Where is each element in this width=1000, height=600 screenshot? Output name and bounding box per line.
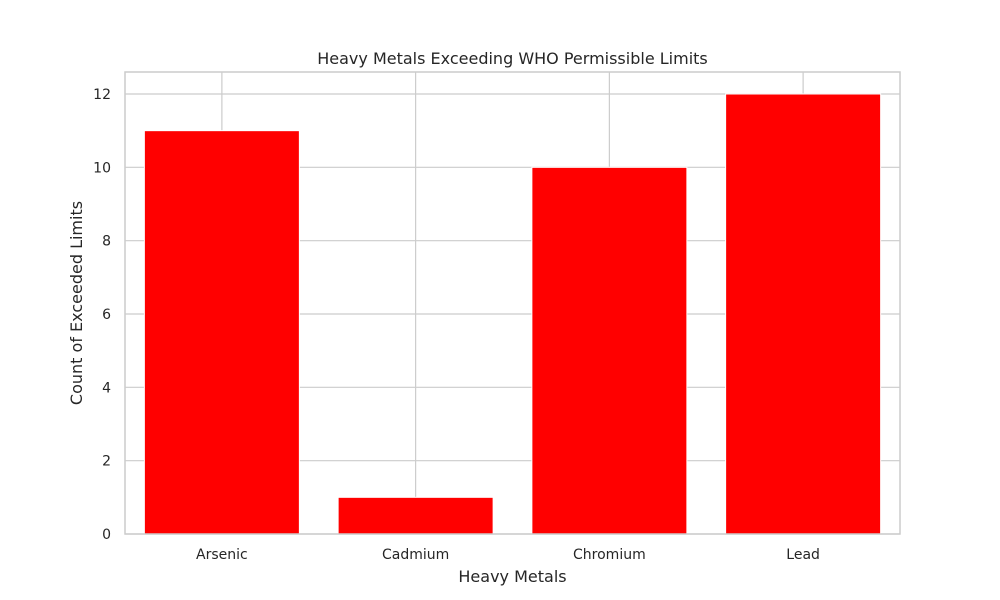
y-tick-label: 2 [102,454,111,470]
y-tick-label: 4 [102,380,111,396]
bar-chromium [531,166,688,535]
x-tick-label: Chromium [573,547,646,563]
y-tick-label: 6 [102,307,111,323]
tick-layer: 0 2 4 6 8 10 12 Arsenic Cadmium Chromium Lead [93,87,820,563]
bar-layer [143,93,882,535]
plot-frame [124,71,901,535]
x-tick-label: Lead [786,547,820,563]
y-tick-label: 8 [102,234,111,250]
x-tick-label: Cadmium [382,547,449,563]
y-axis-label: Count of Exceeded Limits [67,201,86,405]
y-tick-label: 12 [93,87,111,103]
bar-cadmium [337,496,494,535]
chart-title: Heavy Metals Exceeding WHO Permissible L… [317,49,708,68]
x-axis-label: Heavy Metals [458,567,566,586]
y-tick-label: 10 [93,160,111,176]
bar-arsenic [143,130,300,535]
bar-lead [725,93,882,535]
x-tick-label: Arsenic [196,547,248,563]
y-tick-label: 0 [102,527,111,543]
